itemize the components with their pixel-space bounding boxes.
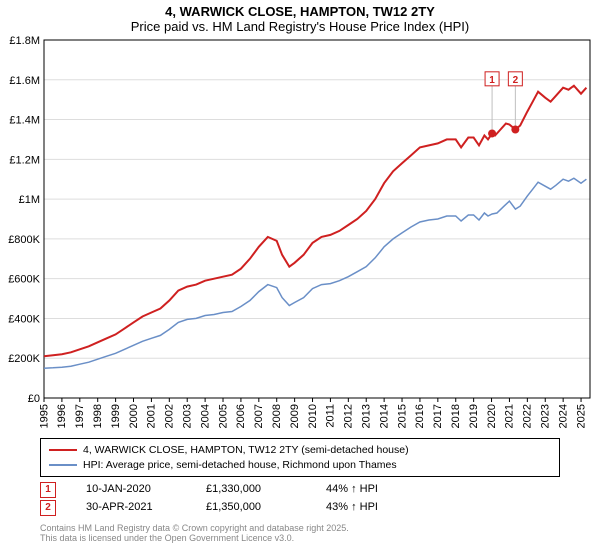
svg-text:2012: 2012 — [343, 404, 355, 428]
svg-text:2017: 2017 — [432, 404, 444, 428]
sale-marker-2: 2 — [40, 500, 56, 516]
svg-text:1998: 1998 — [92, 404, 104, 428]
svg-text:2020: 2020 — [486, 404, 498, 428]
sale-marker-1: 1 — [40, 482, 56, 498]
svg-text:2005: 2005 — [217, 404, 229, 428]
svg-text:2024: 2024 — [557, 404, 569, 428]
svg-text:2025: 2025 — [575, 404, 587, 428]
legend-swatch-hpi — [49, 464, 77, 466]
footer-line2: This data is licensed under the Open Gov… — [40, 533, 560, 544]
legend-item-property: 4, WARWICK CLOSE, HAMPTON, TW12 2TY (sem… — [49, 443, 551, 458]
legend-item-hpi: HPI: Average price, semi-detached house,… — [49, 458, 551, 473]
sale-price-1: £1,330,000 — [206, 481, 296, 499]
svg-text:£800K: £800K — [8, 234, 40, 246]
svg-text:£1M: £1M — [19, 194, 40, 206]
sales-row-1: 1 10-JAN-2020 £1,330,000 44% ↑ HPI — [40, 481, 560, 499]
svg-text:£1.6M: £1.6M — [9, 75, 40, 87]
svg-text:2006: 2006 — [235, 404, 247, 428]
footer-line1: Contains HM Land Registry data © Crown c… — [40, 523, 560, 534]
svg-text:£0: £0 — [28, 393, 40, 405]
svg-text:1: 1 — [489, 75, 495, 86]
svg-text:2010: 2010 — [307, 404, 319, 428]
sale-hpi-2: 43% ↑ HPI — [326, 499, 378, 517]
sale-dot-1 — [488, 129, 496, 137]
svg-text:£400K: £400K — [8, 313, 40, 325]
sales-table: 1 10-JAN-2020 £1,330,000 44% ↑ HPI 2 30-… — [40, 481, 560, 516]
chart-title-line2: Price paid vs. HM Land Registry's House … — [0, 19, 600, 34]
svg-text:2001: 2001 — [146, 404, 158, 428]
svg-text:2014: 2014 — [378, 404, 390, 428]
sale-hpi-1: 44% ↑ HPI — [326, 481, 378, 499]
svg-text:1996: 1996 — [56, 404, 68, 428]
svg-text:2013: 2013 — [361, 404, 373, 428]
svg-text:£1.4M: £1.4M — [9, 115, 40, 127]
series-hpi — [44, 178, 586, 368]
svg-text:1995: 1995 — [38, 404, 50, 428]
chart-title-line1: 4, WARWICK CLOSE, HAMPTON, TW12 2TY — [0, 4, 600, 19]
svg-text:2000: 2000 — [128, 404, 140, 428]
legend: 4, WARWICK CLOSE, HAMPTON, TW12 2TY (sem… — [40, 438, 560, 477]
svg-text:2009: 2009 — [289, 404, 301, 428]
sale-price-2: £1,350,000 — [206, 499, 296, 517]
svg-text:2002: 2002 — [164, 404, 176, 428]
svg-text:2018: 2018 — [450, 404, 462, 428]
chart-area: £0 £200K £400K £600K £800K £1M £1.2M £1.4M £1.6M… — [0, 34, 600, 434]
footer: Contains HM Land Registry data © Crown c… — [40, 523, 560, 545]
svg-text:2: 2 — [513, 75, 519, 86]
legend-label-property: 4, WARWICK CLOSE, HAMPTON, TW12 2TY (sem… — [83, 443, 409, 458]
legend-swatch-property — [49, 449, 77, 451]
legend-label-hpi: HPI: Average price, semi-detached house,… — [83, 458, 397, 473]
svg-text:2022: 2022 — [522, 404, 534, 428]
sale-date-2: 30-APR-2021 — [86, 499, 176, 517]
svg-text:£1.2M: £1.2M — [9, 154, 40, 166]
svg-text:2003: 2003 — [182, 404, 194, 428]
sale-dot-2 — [511, 126, 519, 134]
sale-date-1: 10-JAN-2020 — [86, 481, 176, 499]
svg-text:2015: 2015 — [396, 404, 408, 428]
svg-text:2011: 2011 — [325, 404, 337, 428]
svg-text:2023: 2023 — [540, 404, 552, 428]
svg-text:2004: 2004 — [199, 404, 211, 428]
svg-text:2021: 2021 — [504, 404, 516, 428]
svg-text:2008: 2008 — [271, 404, 283, 428]
svg-text:1999: 1999 — [110, 404, 122, 428]
svg-text:2007: 2007 — [253, 404, 265, 428]
svg-text:£600K: £600K — [8, 274, 40, 286]
series-property — [44, 86, 586, 357]
sales-row-2: 2 30-APR-2021 £1,350,000 43% ↑ HPI — [40, 499, 560, 517]
svg-text:£200K: £200K — [8, 353, 40, 365]
svg-text:2016: 2016 — [414, 404, 426, 428]
svg-text:2019: 2019 — [468, 404, 480, 428]
svg-text:1997: 1997 — [74, 404, 86, 428]
svg-text:£1.8M: £1.8M — [9, 35, 40, 47]
